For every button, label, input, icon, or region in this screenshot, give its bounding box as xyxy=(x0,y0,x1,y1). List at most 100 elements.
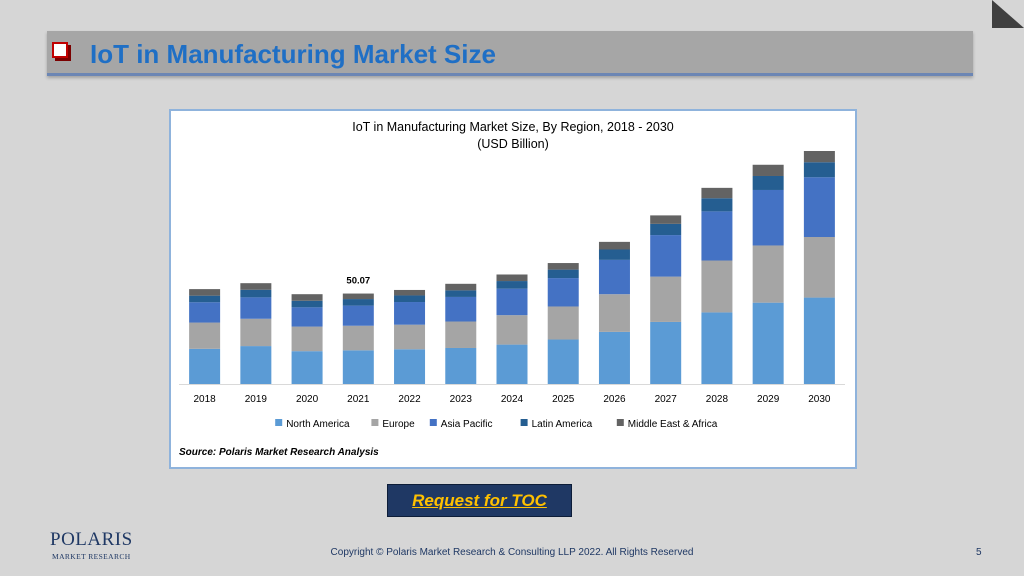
bar-segment xyxy=(752,189,784,246)
bar-segment xyxy=(650,215,682,224)
bar-segment xyxy=(445,296,477,322)
bar-segment xyxy=(803,162,835,178)
bar-segment xyxy=(189,302,221,323)
x-tick-label: 2028 xyxy=(706,394,729,405)
bar-segment xyxy=(701,198,733,212)
bar-segment xyxy=(394,349,426,384)
bar-segment xyxy=(701,312,733,384)
bar-segment xyxy=(752,245,784,303)
x-tick-label: 2030 xyxy=(808,394,831,405)
bar-segment xyxy=(240,346,272,384)
bar-segment xyxy=(240,283,272,290)
bar-segment xyxy=(240,297,272,319)
title-bar: IoT in Manufacturing Market Size xyxy=(47,31,973,76)
bar-segment xyxy=(547,306,579,340)
bar-segment xyxy=(598,259,630,295)
bar-segment xyxy=(189,348,221,384)
bar-segment xyxy=(547,263,579,270)
x-tick-label: 2026 xyxy=(603,394,626,405)
x-tick-label: 2019 xyxy=(245,394,268,405)
bar-segment xyxy=(547,269,579,279)
bar-segment xyxy=(342,325,374,351)
bar-segment xyxy=(189,289,221,296)
bar-segment xyxy=(445,290,477,297)
legend-swatch xyxy=(429,419,437,426)
x-tick-label: 2029 xyxy=(757,394,780,405)
bar-segment xyxy=(342,350,374,384)
bar-segment xyxy=(291,326,323,352)
stacked-bar-chart: IoT in Manufacturing Market Size, By Reg… xyxy=(179,120,845,430)
bar-segment xyxy=(598,294,630,332)
bar-segment xyxy=(342,299,374,306)
bar-segment xyxy=(394,324,426,350)
bar-segment xyxy=(650,321,682,384)
bar-segment xyxy=(445,321,477,348)
bar-segment xyxy=(650,223,682,236)
bar-segment xyxy=(650,235,682,277)
x-tick-label: 2018 xyxy=(193,394,216,405)
legend-label: Middle East & Africa xyxy=(628,419,718,430)
x-tick-label: 2023 xyxy=(450,394,473,405)
x-tick-label: 2027 xyxy=(655,394,678,405)
bar-segment xyxy=(496,344,528,384)
legend-label: Asia Pacific xyxy=(441,419,493,430)
bar-segment xyxy=(189,322,221,349)
bar-segment xyxy=(752,302,784,384)
legend-swatch xyxy=(371,419,379,426)
copyright-text: Copyright © Polaris Market Research & Co… xyxy=(330,547,694,558)
bar-segment xyxy=(598,249,630,260)
bar-segment xyxy=(752,164,784,176)
bar-segment xyxy=(445,347,477,384)
x-tick-label: 2020 xyxy=(296,394,319,405)
legend-label: Latin America xyxy=(532,419,593,430)
x-tick-label: 2021 xyxy=(347,394,370,405)
bar-segment xyxy=(701,211,733,261)
bar-segment xyxy=(650,276,682,322)
slide-title: IoT in Manufacturing Market Size xyxy=(90,39,496,69)
x-tick-label: 2022 xyxy=(398,394,421,405)
bar-segment xyxy=(291,300,323,308)
bar-segment xyxy=(496,288,528,316)
bar-segment xyxy=(803,177,835,237)
legend-swatch xyxy=(520,419,528,426)
checkbox-bullet-icon xyxy=(52,42,68,58)
page-number: 5 xyxy=(976,547,982,558)
request-toc-button[interactable]: Request for TOC xyxy=(387,484,572,517)
logo-subtitle: MARKET RESEARCH xyxy=(52,552,131,561)
bar-segment xyxy=(803,236,835,298)
legend-swatch xyxy=(616,419,624,426)
chart-title: IoT in Manufacturing Market Size, By Reg… xyxy=(352,120,674,134)
bar-segment xyxy=(291,307,323,327)
legend-label: Europe xyxy=(382,419,415,430)
logo-wordmark: POLARIS xyxy=(50,529,133,550)
chart-subtitle: (USD Billion) xyxy=(477,137,549,151)
bar-segment xyxy=(394,289,426,296)
bar-segment xyxy=(547,339,579,384)
bar-segment xyxy=(496,281,528,289)
bar-segment xyxy=(394,295,426,303)
bar-segment xyxy=(752,175,784,190)
bar-segment xyxy=(803,151,835,163)
bar-segment xyxy=(598,331,630,384)
legend-label: North America xyxy=(286,419,350,430)
bar-segment xyxy=(598,241,630,250)
bar-segment xyxy=(342,305,374,326)
data-label: 50.07 xyxy=(346,276,370,287)
x-tick-label: 2024 xyxy=(501,394,524,405)
bar-segment xyxy=(547,278,579,307)
bar-segment xyxy=(701,187,733,199)
bar-segment xyxy=(803,297,835,384)
chart-panel: IoT in Manufacturing Market Size, By Reg… xyxy=(169,109,857,469)
bar-segment xyxy=(240,289,272,298)
x-tick-label: 2025 xyxy=(552,394,575,405)
legend-swatch xyxy=(275,419,283,426)
bar-segment xyxy=(701,260,733,313)
bar-segment xyxy=(394,302,426,325)
bar-segment xyxy=(445,283,477,291)
bar-segment xyxy=(240,318,272,347)
bar-segment xyxy=(496,274,528,282)
chart-source-note: Source: Polaris Market Research Analysis xyxy=(179,447,379,458)
polaris-logo[interactable]: POLARIS MARKET RESEARCH xyxy=(50,529,133,563)
bar-segment xyxy=(291,351,323,384)
bar-segment xyxy=(496,315,528,345)
